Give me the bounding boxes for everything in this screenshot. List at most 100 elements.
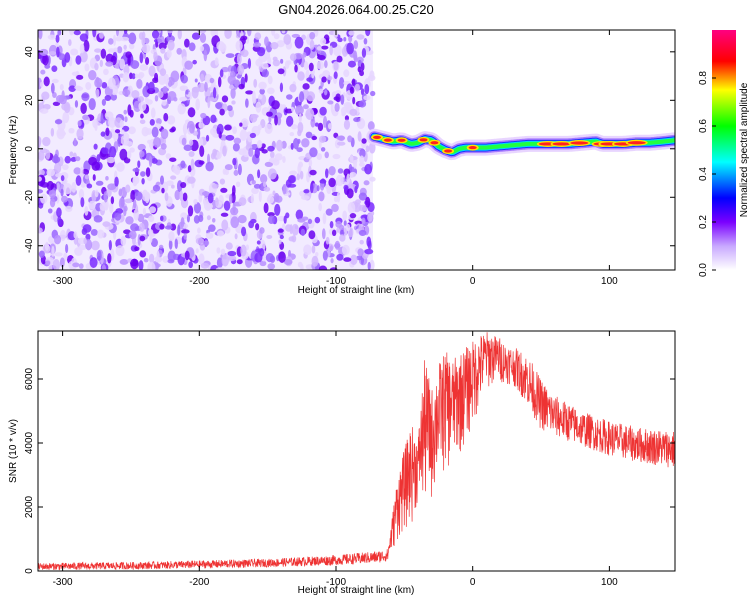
- noise-blob: [234, 233, 238, 240]
- noise-blob: [105, 53, 114, 64]
- noise-blob: [245, 90, 254, 95]
- noise-blob: [325, 208, 333, 216]
- noise-blob: [50, 82, 55, 94]
- noise-blob: [195, 98, 200, 111]
- noise-blob: [291, 223, 300, 236]
- noise-blob: [123, 64, 130, 75]
- noise-blob: [80, 102, 87, 115]
- noise-blob: [255, 58, 263, 67]
- noise-blob: [114, 129, 121, 134]
- noise-blob: [336, 55, 343, 63]
- noise-blob: [289, 83, 297, 93]
- spectrogram-x-tick-label: -300: [53, 276, 73, 287]
- noise-blob: [38, 30, 43, 40]
- noise-blob: [306, 91, 316, 102]
- noise-blob: [105, 61, 114, 67]
- noise-blob: [216, 257, 223, 269]
- spectrogram-content: [38, 30, 675, 270]
- noise-blob: [153, 136, 162, 148]
- noise-blob: [283, 258, 293, 265]
- noise-blob: [308, 62, 314, 72]
- noise-blob: [78, 188, 85, 200]
- noise-blob: [94, 48, 102, 53]
- noise-blob: [104, 95, 112, 101]
- noise-blob: [365, 145, 370, 153]
- noise-blob: [313, 108, 318, 114]
- noise-blob: [126, 150, 132, 159]
- noise-blob: [183, 144, 193, 151]
- signal-hotspot-core: [627, 141, 646, 145]
- noise-blob: [305, 108, 315, 120]
- noise-blob: [128, 126, 136, 135]
- noise-blob: [302, 104, 309, 110]
- noise-blob: [221, 66, 230, 73]
- noise-blob: [108, 38, 114, 45]
- noise-blob: [270, 42, 279, 50]
- noise-blob: [181, 229, 190, 234]
- snr-y-tick-label: 0: [24, 568, 35, 574]
- noise-blob: [199, 32, 207, 44]
- noise-blob: [151, 157, 158, 164]
- noise-blob: [127, 54, 131, 66]
- noise-blob: [38, 136, 41, 148]
- noise-blob: [257, 124, 262, 131]
- noise-blob: [301, 138, 310, 148]
- noise-blob: [359, 70, 364, 77]
- noise-blob: [315, 251, 319, 257]
- noise-blob: [90, 228, 98, 236]
- noise-blob: [220, 134, 228, 141]
- noise-blob: [167, 30, 173, 34]
- snr-y-ticks: 0 2000 4000 6000: [24, 367, 675, 574]
- noise-blob: [150, 238, 158, 248]
- colorbar-tick-label: 0.0: [698, 263, 709, 277]
- noise-blob: [289, 170, 298, 176]
- noise-blob: [40, 193, 48, 204]
- noise-blob: [227, 75, 236, 85]
- noise-blob: [370, 90, 376, 97]
- noise-blob: [307, 218, 313, 225]
- noise-blob: [339, 234, 346, 242]
- noise-blob: [62, 111, 70, 124]
- noise-blob: [325, 236, 330, 245]
- noise-blob: [359, 155, 365, 165]
- noise-blob: [120, 36, 130, 42]
- noise-blob: [180, 212, 188, 220]
- noise-blob: [311, 245, 316, 254]
- noise-blob: [219, 108, 225, 116]
- noise-blob: [212, 87, 217, 99]
- noise-blob: [141, 43, 151, 54]
- noise-blob: [48, 51, 57, 56]
- noise-blob: [255, 101, 262, 113]
- noise-blob: [274, 153, 283, 161]
- noise-blob: [147, 261, 156, 270]
- noise-blob: [277, 68, 285, 75]
- noise-blob: [73, 137, 77, 147]
- noise-blob: [84, 174, 90, 180]
- noise-blob: [335, 174, 344, 187]
- noise-blob: [68, 39, 72, 47]
- noise-blob: [281, 104, 287, 109]
- noise-blob: [249, 132, 257, 139]
- noise-blob: [75, 55, 82, 65]
- noise-blob: [318, 202, 323, 212]
- noise-blob: [200, 262, 210, 269]
- noise-blob: [180, 85, 186, 91]
- noise-blob: [210, 114, 217, 124]
- noise-blob: [300, 228, 306, 237]
- spectrogram-y-tick-label: -40: [24, 238, 35, 253]
- noise-blob: [158, 244, 164, 249]
- noise-blob: [193, 202, 202, 214]
- noise-blob: [343, 119, 351, 130]
- noise-blob: [319, 179, 327, 184]
- noise-blob: [158, 147, 167, 156]
- noise-blob: [298, 113, 302, 123]
- noise-blob: [205, 232, 214, 239]
- noise-blob: [180, 181, 187, 189]
- noise-blob: [210, 30, 216, 37]
- noise-blob: [84, 206, 89, 216]
- noise-blob: [107, 253, 112, 264]
- signal-hotspot-core: [430, 141, 439, 145]
- noise-blob: [156, 118, 162, 125]
- noise-blob: [184, 60, 193, 70]
- noise-blob: [122, 89, 131, 97]
